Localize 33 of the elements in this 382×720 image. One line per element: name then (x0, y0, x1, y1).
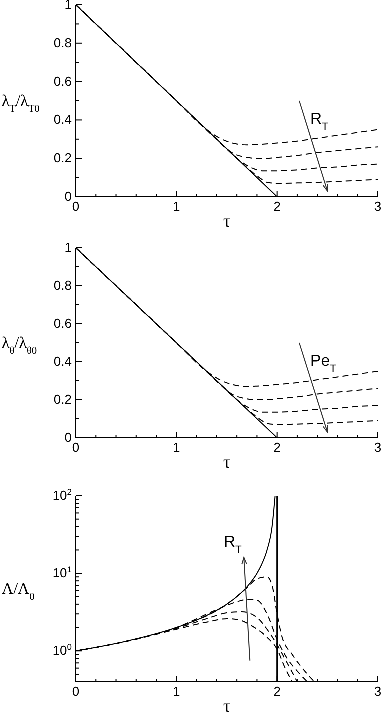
y-tick-label: 1 (64, 240, 72, 255)
y-tick-label: 0 (64, 430, 72, 445)
y-axis-title: Λ/Λ$_{0}$ (2, 581, 35, 602)
y-tick-label: 10$^{0}$ (52, 642, 72, 658)
y-tick-label: 1 (64, 0, 72, 12)
x-tick-label: 3 (374, 199, 382, 214)
x-axis-title: τ (223, 452, 231, 472)
x-tick-label: 2 (274, 684, 281, 699)
y-tick-label: 0.2 (54, 392, 72, 407)
annotation: R$_{T}$ (224, 534, 243, 556)
y-tick-label: 0.4 (54, 354, 72, 369)
x-tick-label: 1 (173, 440, 180, 455)
x-tick-label: 1 (173, 684, 180, 699)
y-axis-title: λ$_{θ}$/λ$_{θ0}$ (2, 335, 38, 356)
y-tick-label: 0.4 (54, 112, 72, 128)
y-tick-label: 10$^{1}$ (52, 564, 72, 581)
annotation: R$_{T}$ (310, 111, 330, 133)
x-tick-label: 3 (374, 440, 382, 455)
y-tick-label: 0.8 (54, 278, 72, 293)
y-tick-label: 0.8 (54, 35, 72, 50)
y-axis-title: λ$_{T}$/λ$_{T0}$ (2, 93, 40, 114)
annotation: Pe$_{T}$ (310, 352, 338, 374)
y-tick-label: 0 (64, 189, 72, 204)
x-tick-label: 2 (274, 440, 281, 455)
y-tick-label: 0.6 (54, 74, 72, 89)
y-tick-label: 10$^{2}$ (52, 487, 72, 503)
x-tick-label: 1 (173, 199, 180, 214)
x-axis-title: τ (223, 696, 231, 716)
x-axis-title: τ (223, 211, 231, 231)
x-tick-label: 2 (274, 199, 281, 214)
x-tick-label: 3 (374, 684, 382, 699)
y-tick-label: 0.2 (54, 150, 72, 166)
y-tick-label: 0.6 (54, 316, 72, 331)
